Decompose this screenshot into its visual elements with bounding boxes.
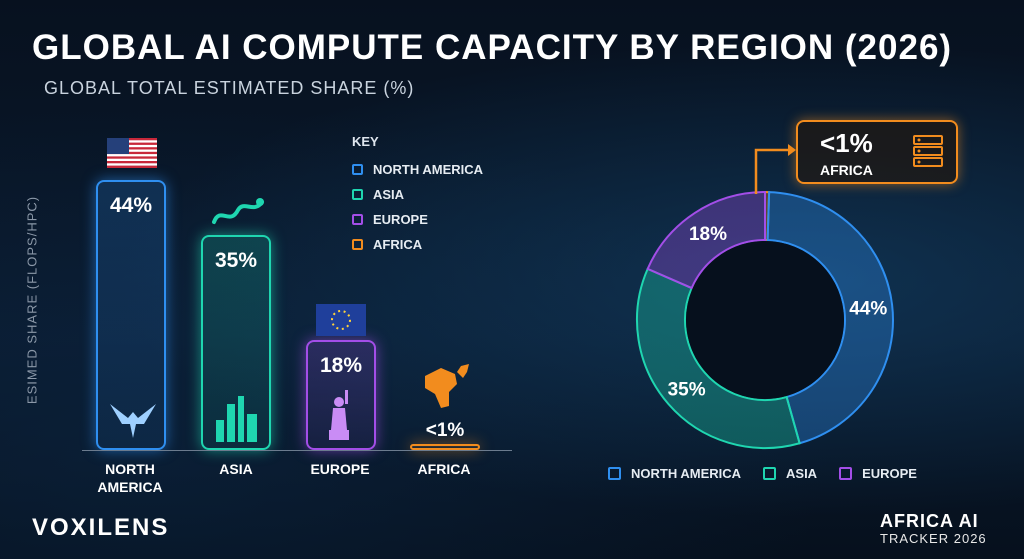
- callout-value: <1%: [820, 128, 873, 158]
- donut-legend-europe: EUROPE: [839, 466, 917, 481]
- donut-slice-north-america: [766, 191, 894, 445]
- chart-key: KEY NORTH AMERICA ASIA EUROPE AFRICA: [352, 134, 483, 257]
- category-label-asia: ASIA: [219, 461, 253, 477]
- asia-swatch: [763, 467, 777, 480]
- key-item-north-america: NORTH AMERICA: [352, 157, 483, 182]
- bar-asia: [201, 235, 271, 450]
- donut-chart: 44% 35% 18%: [630, 185, 900, 460]
- statue-of-liberty-icon: [329, 390, 349, 440]
- key-item-africa: AFRICA: [352, 232, 483, 257]
- asia-swatch: [352, 189, 363, 200]
- key-label: ASIA: [373, 187, 405, 202]
- key-item-asia: ASIA: [352, 182, 483, 207]
- bar-north-america: [96, 180, 166, 450]
- donut-legend-north-america: NORTH AMERICA: [608, 466, 741, 481]
- donut-legend: NORTH AMERICA ASIA EUROPE: [608, 466, 939, 481]
- bar-value-label: 44%: [109, 194, 153, 217]
- north-america-swatch: [352, 164, 363, 175]
- bar-value-label: 35%: [214, 249, 258, 273]
- page-title: GLOBAL AI COMPUTE CAPACITY BY REGION (20…: [32, 28, 953, 67]
- callout-label: AFRICA: [820, 162, 873, 178]
- key-label: NORTH AMERICA: [373, 162, 484, 177]
- donut-legend-label: ASIA: [786, 466, 818, 481]
- donut-legend-label: EUROPE: [862, 466, 917, 481]
- brand-logo: VOXILENS: [32, 514, 170, 541]
- bar-africa: [410, 444, 480, 450]
- north-america-swatch: [608, 467, 621, 480]
- key-title: KEY: [352, 134, 379, 149]
- bar-y-axis-label: ESIMED SHARE (FLOPS/HPC): [24, 195, 40, 405]
- donut-hole: [686, 241, 844, 399]
- callout-arrow: [754, 144, 796, 194]
- donut-value-label: 44%: [849, 298, 887, 319]
- donut-value-label: 18%: [689, 224, 727, 245]
- donut-svg: 44% 35% 18%: [636, 190, 894, 449]
- europe-swatch: [839, 467, 853, 480]
- eu-flag-icon: [316, 304, 366, 336]
- dragon-icon: [212, 198, 264, 224]
- donut-legend-label: NORTH AMERICA: [631, 466, 742, 481]
- bar-baseline: [82, 450, 512, 451]
- eagle-icon: [110, 404, 156, 438]
- tracker-line-2: TRACKER 2026: [880, 531, 987, 546]
- us-flag-icon: [107, 138, 157, 168]
- server-icon: [913, 135, 943, 167]
- category-label-north-america: NORTH AMERICA: [97, 461, 163, 495]
- key-item-europe: EUROPE: [352, 207, 483, 232]
- africa-callout: <1% AFRICA: [796, 120, 958, 184]
- donut-value-label: 35%: [668, 379, 706, 400]
- bar-value-label: <1%: [425, 420, 465, 441]
- africa-swatch: [352, 239, 363, 250]
- page-subtitle: GLOBAL TOTAL ESTIMATED SHARE (%): [44, 78, 415, 98]
- key-label: AFRICA: [373, 237, 423, 252]
- donut-slice-europe: [646, 190, 766, 290]
- key-label: EUROPE: [373, 212, 428, 227]
- skyline-icon: [216, 396, 257, 442]
- bar-value-label: 18%: [319, 353, 363, 377]
- category-label-europe: EUROPE: [310, 461, 370, 477]
- donut-slice-asia: [636, 267, 801, 449]
- africa-rocket-icon: [425, 364, 469, 408]
- tracker-logo: AFRICA AI TRACKER 2026: [880, 512, 987, 548]
- category-label-africa: AFRICA: [417, 461, 471, 477]
- donut-legend-asia: ASIA: [763, 466, 817, 481]
- tracker-line-1: AFRICA AI: [880, 511, 979, 531]
- europe-swatch: [352, 214, 363, 225]
